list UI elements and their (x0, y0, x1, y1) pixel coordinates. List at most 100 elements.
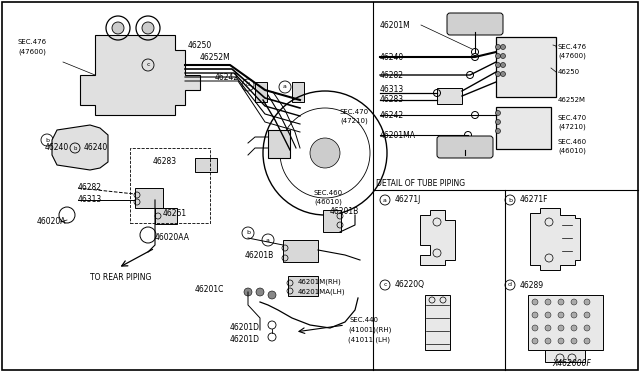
Text: c: c (147, 62, 150, 67)
Text: (41011 (LH): (41011 (LH) (348, 337, 390, 343)
Bar (528, 295, 603, 350)
Text: DETAIL OF TUBE PIPING: DETAIL OF TUBE PIPING (376, 179, 465, 187)
Circle shape (495, 110, 500, 115)
Text: b: b (45, 138, 49, 142)
Circle shape (545, 325, 551, 331)
Text: 46250: 46250 (188, 41, 212, 49)
Circle shape (558, 338, 564, 344)
Text: 46271F: 46271F (520, 196, 548, 205)
Text: SEC.470: SEC.470 (558, 115, 587, 121)
Text: SEC.476: SEC.476 (18, 39, 47, 45)
Text: (47210): (47210) (558, 124, 586, 130)
Bar (268, 130, 290, 158)
Text: 46201M: 46201M (380, 20, 411, 29)
Bar (195, 158, 217, 172)
Text: 46240: 46240 (380, 52, 404, 61)
Text: (47600): (47600) (18, 49, 46, 55)
Text: X462000F: X462000F (552, 359, 591, 368)
Text: 46252M: 46252M (558, 97, 586, 103)
Circle shape (532, 325, 538, 331)
Circle shape (142, 22, 154, 34)
Circle shape (584, 338, 590, 344)
Polygon shape (420, 210, 455, 265)
Text: d: d (246, 83, 250, 87)
Text: 46201D: 46201D (230, 336, 260, 344)
Text: SEC.460: SEC.460 (558, 139, 587, 145)
Text: 46240: 46240 (84, 144, 108, 153)
Text: 46261: 46261 (163, 208, 187, 218)
Bar (437, 88, 462, 104)
Text: d: d (508, 282, 512, 288)
Text: 46201MA(LH): 46201MA(LH) (298, 289, 346, 295)
Text: 46201B: 46201B (330, 206, 359, 215)
Circle shape (500, 45, 506, 49)
Text: 46201C: 46201C (195, 285, 225, 295)
Text: 46020A: 46020A (37, 218, 67, 227)
Text: (41001)(RH): (41001)(RH) (348, 327, 392, 333)
Bar (255, 82, 267, 102)
Text: 46220Q: 46220Q (395, 280, 425, 289)
Text: 46271J: 46271J (395, 196, 421, 205)
Text: SEC.476: SEC.476 (558, 44, 587, 50)
Text: (46010): (46010) (558, 148, 586, 154)
Text: 46283: 46283 (153, 157, 177, 167)
Bar (545, 350, 585, 362)
Circle shape (500, 54, 506, 58)
Text: 46252M: 46252M (200, 54, 231, 62)
Circle shape (571, 299, 577, 305)
Circle shape (495, 128, 500, 134)
Circle shape (571, 325, 577, 331)
Text: TO REAR PIPING: TO REAR PIPING (90, 273, 152, 282)
Text: (47210): (47210) (340, 118, 368, 124)
Text: 46201B: 46201B (245, 250, 275, 260)
Bar (496, 37, 556, 97)
Text: a: a (383, 198, 387, 202)
Text: a: a (266, 237, 270, 243)
Text: (47600): (47600) (558, 53, 586, 59)
Text: b: b (73, 145, 77, 151)
Text: c: c (383, 282, 387, 288)
Bar (130, 148, 210, 223)
Bar (288, 276, 318, 296)
Text: 46242: 46242 (215, 74, 239, 83)
Polygon shape (80, 35, 200, 115)
Bar (292, 82, 304, 102)
Circle shape (495, 119, 500, 125)
Circle shape (545, 299, 551, 305)
FancyBboxPatch shape (437, 136, 493, 158)
Circle shape (558, 312, 564, 318)
Circle shape (532, 312, 538, 318)
Text: 46313: 46313 (380, 86, 404, 94)
Circle shape (584, 299, 590, 305)
Text: 46240: 46240 (45, 144, 69, 153)
Circle shape (112, 22, 124, 34)
Circle shape (495, 45, 500, 49)
Polygon shape (52, 125, 108, 170)
Circle shape (244, 288, 252, 296)
Bar (155, 208, 177, 224)
Text: SEC.440: SEC.440 (350, 317, 379, 323)
Circle shape (495, 62, 500, 67)
Circle shape (532, 299, 538, 305)
Text: 46250: 46250 (558, 69, 580, 75)
Text: 46282: 46282 (380, 71, 404, 80)
Bar (323, 210, 341, 232)
Text: 46201M(RH): 46201M(RH) (298, 279, 342, 285)
Text: 46020AA: 46020AA (155, 232, 190, 241)
Text: 46313: 46313 (78, 196, 102, 205)
Circle shape (545, 338, 551, 344)
Text: b: b (246, 231, 250, 235)
Text: (46010): (46010) (314, 199, 342, 205)
Bar (283, 240, 318, 262)
Bar (496, 107, 551, 149)
Polygon shape (530, 208, 580, 270)
Circle shape (571, 338, 577, 344)
Text: SEC.470: SEC.470 (340, 109, 369, 115)
Circle shape (500, 62, 506, 67)
Text: 46201MA: 46201MA (380, 131, 416, 140)
Circle shape (558, 299, 564, 305)
Text: 46201D: 46201D (230, 324, 260, 333)
Circle shape (584, 312, 590, 318)
Bar (425, 295, 450, 350)
Bar (135, 188, 163, 208)
